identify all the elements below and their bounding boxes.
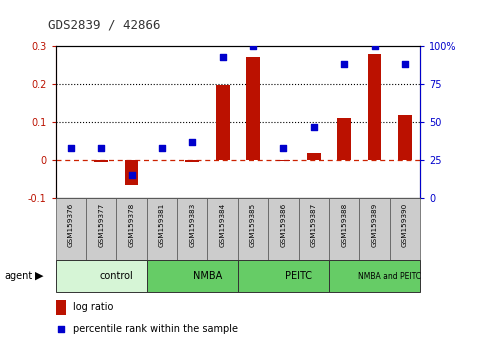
Text: GSM159385: GSM159385: [250, 203, 256, 247]
Bar: [398, 115, 412, 160]
Point: [341, 62, 348, 67]
Bar: [185, 160, 199, 162]
Bar: [268, 198, 298, 260]
Text: GSM159383: GSM159383: [189, 203, 195, 247]
Text: GSM159376: GSM159376: [68, 203, 74, 247]
Point: [158, 145, 166, 151]
Bar: [56, 260, 147, 292]
Bar: [177, 198, 208, 260]
Bar: [329, 198, 359, 260]
Bar: [147, 260, 238, 292]
Text: GSM159390: GSM159390: [402, 203, 408, 247]
Point: [249, 43, 257, 49]
Text: NMBA: NMBA: [193, 271, 222, 281]
Bar: [329, 260, 420, 292]
Bar: [94, 160, 108, 162]
Point: [57, 326, 65, 332]
Bar: [125, 160, 138, 185]
Bar: [216, 85, 229, 160]
Text: GSM159388: GSM159388: [341, 203, 347, 247]
Text: log ratio: log ratio: [73, 302, 114, 313]
Point: [128, 173, 135, 178]
Bar: [116, 198, 147, 260]
Bar: [238, 198, 268, 260]
Bar: [86, 198, 116, 260]
Text: GSM159386: GSM159386: [281, 203, 286, 247]
Bar: [147, 198, 177, 260]
Bar: [56, 300, 66, 315]
Text: GSM159381: GSM159381: [159, 203, 165, 247]
Text: agent: agent: [5, 271, 33, 281]
Text: GSM159378: GSM159378: [128, 203, 135, 247]
Point: [188, 139, 196, 145]
Bar: [390, 198, 420, 260]
Point: [67, 145, 74, 151]
Text: ▶: ▶: [35, 271, 43, 281]
Text: NMBA and PEITC: NMBA and PEITC: [358, 272, 421, 281]
Bar: [338, 118, 351, 160]
Point: [97, 145, 105, 151]
Text: control: control: [99, 271, 133, 281]
Text: GSM159384: GSM159384: [220, 203, 226, 247]
Bar: [246, 57, 260, 160]
Text: GDS2839 / 42866: GDS2839 / 42866: [48, 19, 161, 32]
Text: GSM159387: GSM159387: [311, 203, 317, 247]
Bar: [208, 198, 238, 260]
Bar: [56, 198, 86, 260]
Bar: [277, 160, 290, 161]
Point: [401, 62, 409, 67]
Bar: [359, 198, 390, 260]
Point: [280, 145, 287, 151]
Text: GSM159389: GSM159389: [371, 203, 378, 247]
Bar: [298, 198, 329, 260]
Point: [310, 124, 318, 130]
Text: PEITC: PEITC: [285, 271, 312, 281]
Text: percentile rank within the sample: percentile rank within the sample: [73, 324, 239, 334]
Point: [219, 54, 227, 59]
Bar: [307, 153, 321, 160]
Text: GSM159377: GSM159377: [98, 203, 104, 247]
Bar: [368, 55, 382, 160]
Bar: [238, 260, 329, 292]
Point: [371, 43, 379, 49]
